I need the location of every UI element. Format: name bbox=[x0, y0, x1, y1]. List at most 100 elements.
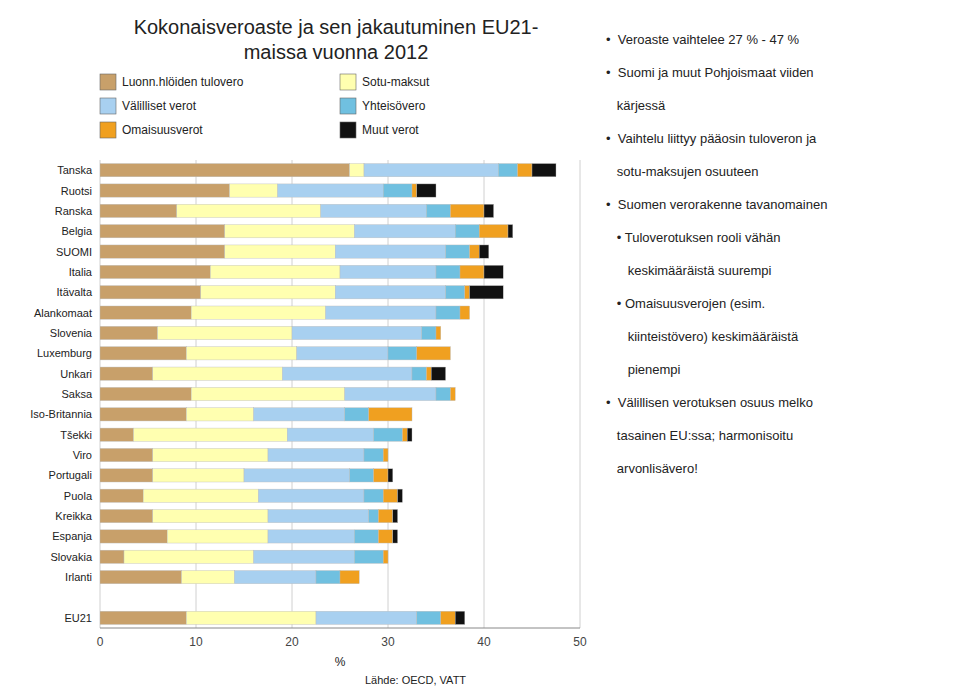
bar-segment bbox=[100, 204, 177, 217]
annotation: kiinteistövero) keskimääräistä bbox=[606, 329, 799, 344]
y-tick-label: Belgia bbox=[61, 225, 92, 237]
bar-segment bbox=[100, 286, 201, 299]
legend-swatch bbox=[100, 74, 116, 90]
bar-segment bbox=[124, 550, 254, 563]
bar-segment bbox=[354, 530, 378, 543]
bar-segment bbox=[244, 469, 350, 482]
bar-segment bbox=[182, 571, 235, 584]
grid bbox=[100, 160, 580, 628]
y-tick-label: Itävalta bbox=[57, 286, 93, 298]
bar-segment bbox=[426, 367, 431, 380]
bar-segment bbox=[364, 489, 383, 502]
x-tick-label: 40 bbox=[477, 635, 491, 649]
bar-segment bbox=[210, 265, 340, 278]
bar-segment bbox=[287, 428, 373, 441]
y-tick-label: Ruotsi bbox=[61, 185, 92, 197]
legend-swatch bbox=[340, 98, 356, 114]
bar-segment bbox=[508, 225, 513, 238]
bar-segment bbox=[436, 326, 441, 339]
bar-segment bbox=[518, 164, 532, 177]
annotation: • Veroaste vaihtelee 27 % - 47 % bbox=[606, 32, 800, 47]
bar-segment bbox=[436, 306, 460, 319]
x-axis-line bbox=[100, 628, 580, 629]
bar-segment bbox=[393, 509, 398, 522]
annotation: • Tuloverotuksen rooli vähän bbox=[606, 230, 780, 245]
bar-segment bbox=[455, 387, 456, 400]
bar-segment bbox=[359, 571, 360, 584]
bar-segment bbox=[417, 184, 436, 197]
bar-segment bbox=[383, 448, 388, 461]
bar-segment bbox=[254, 550, 355, 563]
bar-segment bbox=[316, 611, 417, 624]
y-tick-label: Portugali bbox=[49, 469, 92, 481]
annotation: • Suomi ja muut Pohjoismaat viiden bbox=[606, 65, 814, 80]
bar-segment bbox=[282, 367, 412, 380]
bar-segment bbox=[388, 448, 389, 461]
bar-segment bbox=[100, 245, 225, 258]
source: Lähde: OECD, VATT bbox=[365, 674, 466, 686]
bar-segment bbox=[186, 408, 253, 421]
bar-segment bbox=[100, 469, 153, 482]
bar-segment bbox=[100, 591, 101, 604]
y-tick-label: Iso-Britannia bbox=[30, 408, 93, 420]
annotation: tasainen EU:ssa; harmonisoitu bbox=[606, 428, 793, 443]
bar-segment bbox=[268, 509, 369, 522]
bar-segment bbox=[100, 326, 158, 339]
bar-segment bbox=[191, 387, 345, 400]
bar-segment bbox=[186, 611, 316, 624]
bar-segment bbox=[402, 428, 407, 441]
bar-segment bbox=[364, 448, 383, 461]
bar-segment bbox=[326, 306, 436, 319]
annotation: kärjessä bbox=[606, 98, 666, 113]
bar-segment bbox=[484, 265, 503, 278]
bar-segment bbox=[532, 164, 556, 177]
y-axis: TanskaRuotsiRanskaBelgiaSUOMIItaliaItäva… bbox=[30, 164, 93, 624]
bar-segment bbox=[388, 550, 389, 563]
bar-segment bbox=[484, 204, 494, 217]
bar-segment bbox=[436, 265, 460, 278]
bar-segment bbox=[383, 184, 412, 197]
bar-segment bbox=[321, 204, 427, 217]
legend-swatch bbox=[100, 98, 116, 114]
y-tick-label: Viro bbox=[73, 449, 92, 461]
bar-segment bbox=[426, 204, 450, 217]
bar-segment bbox=[335, 286, 445, 299]
bar-segment bbox=[100, 428, 134, 441]
annotation: • Vaihtelu liittyy pääosin tuloveron ja bbox=[606, 131, 817, 146]
legend-entry: Yhteisövero bbox=[362, 99, 426, 113]
x-tick-label: 50 bbox=[573, 635, 587, 649]
chart: Kokonaisveroaste ja sen jakautuminen EU2… bbox=[0, 0, 960, 698]
title-line: Kokonaisveroaste ja sen jakautuminen EU2… bbox=[134, 16, 539, 38]
legend-swatch bbox=[100, 122, 116, 138]
bar-segment bbox=[383, 550, 388, 563]
annotation: • Omaisuusverojen (esim. bbox=[606, 296, 765, 311]
bar-segment bbox=[450, 204, 484, 217]
bar-segment bbox=[431, 367, 445, 380]
legend-entry: Muut verot bbox=[362, 123, 419, 137]
y-tick-label: Kreikka bbox=[55, 510, 93, 522]
bar-segment bbox=[465, 286, 470, 299]
y-tick-label: Slovenia bbox=[50, 327, 93, 339]
bar-segment bbox=[158, 326, 292, 339]
bars bbox=[100, 164, 556, 625]
bar-segment bbox=[498, 164, 517, 177]
bar-segment bbox=[417, 347, 451, 360]
y-tick-label: Puola bbox=[64, 490, 93, 502]
series bbox=[316, 164, 518, 625]
bar-segment bbox=[100, 164, 350, 177]
bar-segment bbox=[153, 509, 268, 522]
bar-segment bbox=[388, 469, 393, 482]
bar-segment bbox=[470, 245, 480, 258]
bar-segment bbox=[268, 530, 354, 543]
bar-segment bbox=[440, 326, 441, 339]
legend-swatch bbox=[340, 74, 356, 90]
bar-segment bbox=[234, 571, 316, 584]
bar-segment bbox=[100, 347, 186, 360]
bar-segment bbox=[100, 387, 191, 400]
bar-segment bbox=[134, 428, 288, 441]
bar-segment bbox=[470, 286, 504, 299]
y-tick-label: EU21 bbox=[64, 612, 92, 624]
bar-segment bbox=[100, 530, 167, 543]
bar-segment bbox=[153, 367, 283, 380]
bar-segment bbox=[100, 184, 230, 197]
